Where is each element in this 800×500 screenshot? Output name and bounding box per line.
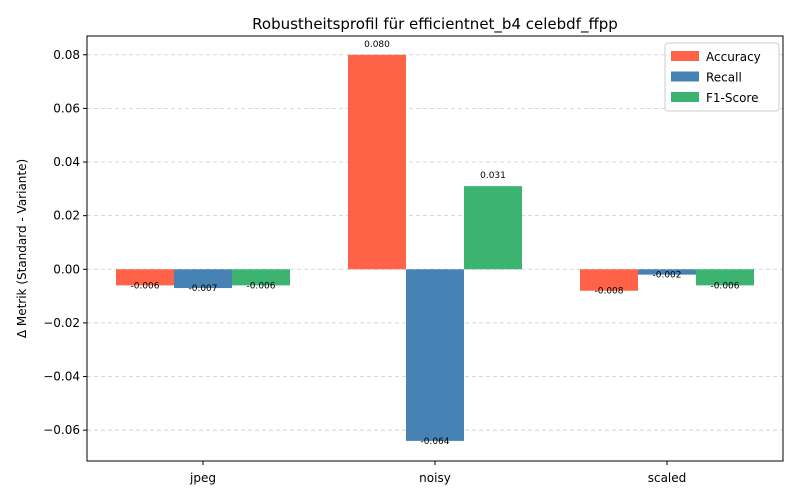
bar-recall-noisy	[406, 269, 464, 441]
x-tick-label: jpeg	[189, 471, 216, 485]
bar-value-label: 0.080	[364, 40, 390, 50]
bar-value-label: -0.007	[188, 284, 217, 294]
bars	[116, 54, 754, 441]
bar-f1-score-noisy	[464, 186, 522, 270]
x-tick-label: scaled	[648, 471, 687, 485]
y-tick-label: 0.06	[53, 101, 80, 115]
y-tick-label: 0.02	[53, 209, 80, 223]
y-tick-label: 0.04	[53, 155, 80, 169]
chart-title: Robustheitsprofil für efficientnet_b4 ce…	[252, 15, 618, 34]
axes: −0.06 −0.04 −0.02 0.00 0.02 0.04 0.06 0.08 jpeg n…	[43, 48, 686, 485]
bar-accuracy-noisy	[348, 54, 406, 270]
bar-value-label: -0.006	[130, 281, 159, 291]
bar-value-label: -0.006	[710, 281, 739, 291]
y-tick-label: 0.08	[53, 48, 80, 62]
bar-f1-score-scaled	[696, 269, 754, 286]
legend: Accuracy Recall F1-Score	[664, 42, 780, 112]
y-axis-label: Δ Metrik (Standard - Variante)	[15, 159, 29, 338]
bar-value-label: 0.031	[480, 171, 506, 181]
bar-value-label: -0.008	[594, 287, 623, 297]
bar-value-label: -0.064	[420, 437, 449, 447]
legend-label: Accuracy	[706, 50, 761, 64]
bar-value-label: -0.006	[246, 281, 275, 291]
y-tick-label: 0.00	[53, 262, 80, 276]
legend-label: Recall	[706, 71, 742, 85]
bar-accuracy-scaled	[580, 269, 638, 291]
legend-swatch	[671, 92, 699, 102]
bar-value-label: -0.002	[652, 271, 681, 281]
y-tick-label: −0.02	[43, 316, 80, 330]
bar-recall-jpeg	[174, 269, 232, 289]
legend-label: F1-Score	[706, 91, 758, 105]
y-tick-label: −0.06	[43, 423, 80, 437]
bar-f1-score-jpeg	[232, 269, 290, 286]
bar-recall-scaled	[638, 269, 696, 275]
x-tick-label: noisy	[419, 471, 451, 485]
legend-swatch	[671, 51, 699, 61]
bar-accuracy-jpeg	[116, 269, 174, 286]
data-labels: -0.006 -0.007 -0.006 0.080 -0.064 0.031 -0.008…	[130, 40, 739, 447]
legend-swatch	[671, 71, 699, 82]
y-tick-label: −0.04	[43, 370, 80, 384]
